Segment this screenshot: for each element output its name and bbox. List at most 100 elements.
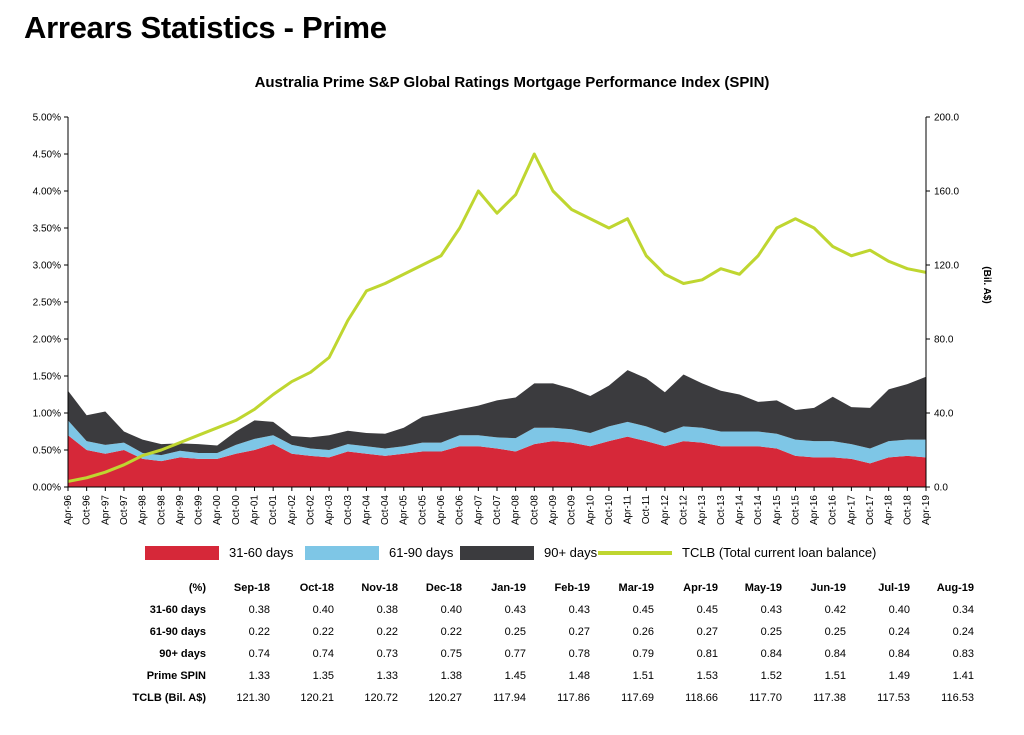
table-cell: 0.40 <box>888 604 910 616</box>
area-90-days <box>68 370 926 456</box>
table-row: 90+ days 0.74 0.74 0.73 0.75 0.77 0.78 0… <box>130 643 974 665</box>
table-cell: 0.24 <box>952 626 974 638</box>
table-cell: 0.38 <box>248 604 270 616</box>
table-row-label: Prime SPIN <box>146 670 206 682</box>
x-tick-label: Oct-02 <box>305 495 316 525</box>
table-cell: 1.35 <box>312 670 334 682</box>
table-col-header: Jul-19 <box>878 582 910 594</box>
y-right-tick-label: 200.0 <box>934 113 959 124</box>
legend-label: 90+ days <box>544 545 598 560</box>
table-cell: 0.74 <box>312 648 334 660</box>
x-tick-label: Oct-05 <box>417 495 428 525</box>
table-cell: 117.94 <box>493 692 526 704</box>
legend-label: TCLB (Total current loan balance) <box>682 545 877 560</box>
table-col-header: Aug-19 <box>936 582 974 594</box>
x-tick-label: Oct-08 <box>529 495 540 525</box>
table-row: TCLB (Bil. A$) 121.30 120.21 120.72 120.… <box>130 687 974 709</box>
table-cell: 0.79 <box>632 648 654 660</box>
table-col-header: Nov-18 <box>361 582 398 594</box>
table-row: 61-90 days 0.22 0.22 0.22 0.22 0.25 0.27… <box>130 621 974 643</box>
table-cell: 0.38 <box>376 604 398 616</box>
table-header-row: (%) Sep-18 Oct-18 Nov-18 Dec-18 Jan-19 F… <box>130 577 974 599</box>
legend-item-tclb: TCLB (Total current loan balance) <box>598 545 876 560</box>
table-cell: 0.27 <box>568 626 590 638</box>
table-row-label: TCLB (Bil. A$) <box>132 692 206 704</box>
table-cell: 1.33 <box>376 670 398 682</box>
table-cell: 0.22 <box>248 626 270 638</box>
x-tick-label: Apr-10 <box>585 495 596 525</box>
table-col-header: May-19 <box>744 582 782 594</box>
x-tick-label: Apr-97 <box>100 495 111 525</box>
x-tick-label: Apr-02 <box>287 495 298 525</box>
x-tick-label: Oct-13 <box>716 495 727 525</box>
table-cell: 0.25 <box>504 626 526 638</box>
table-cell: 120.27 <box>428 692 462 704</box>
chart-title: Australia Prime S&P Global Ratings Mortg… <box>254 74 770 91</box>
table-cell: 1.45 <box>504 670 526 682</box>
x-tick-label: Apr-03 <box>324 495 335 525</box>
table-row-label: 31-60 days <box>149 604 206 616</box>
x-tick-label: Apr-98 <box>138 495 149 525</box>
y-right-tick-label: 160.0 <box>934 187 959 198</box>
table-corner: (%) <box>188 582 206 594</box>
table-cell: 117.69 <box>621 692 654 704</box>
x-tick-label: Apr-01 <box>250 495 261 525</box>
table-cell: 0.26 <box>632 626 654 638</box>
legend-swatch-90-plus <box>460 545 534 560</box>
table-cell: 0.83 <box>952 648 974 660</box>
x-tick-label: Oct-14 <box>753 495 764 525</box>
table-cell: 0.84 <box>888 648 910 660</box>
table-cell: 0.78 <box>568 648 590 660</box>
x-tick-label: Apr-14 <box>734 495 745 525</box>
legend-swatch-31-60 <box>145 545 219 560</box>
table-cell: 116.53 <box>941 692 974 704</box>
x-tick-label: Apr-11 <box>623 495 634 525</box>
table-cell: 0.43 <box>760 604 782 616</box>
table-cell: 0.45 <box>632 604 654 616</box>
table-cell: 0.43 <box>568 604 590 616</box>
table-cell: 0.22 <box>376 626 398 638</box>
table-cell: 0.84 <box>824 648 846 660</box>
table-cell: 1.51 <box>632 670 654 682</box>
x-tick-label: Apr-05 <box>399 495 410 525</box>
table-row-label: 61-90 days <box>149 626 206 638</box>
x-tick-label: Oct-10 <box>604 495 615 525</box>
table-cell: 0.84 <box>760 648 782 660</box>
table-cell: 120.72 <box>364 692 398 704</box>
table-cell: 118.66 <box>685 692 718 704</box>
x-tick-label: Oct-98 <box>156 495 167 525</box>
x-tick-label: Apr-04 <box>361 495 372 525</box>
x-tick-label: Apr-12 <box>660 495 671 525</box>
area-61-90-days <box>68 420 926 464</box>
y-left-tick-label: 4.50% <box>33 150 61 161</box>
x-tick-label: Oct-97 <box>119 495 130 525</box>
legend-swatch-tclb <box>598 550 672 555</box>
x-tick-label: Oct-09 <box>567 495 578 525</box>
table-cell: 117.86 <box>557 692 590 704</box>
x-tick-label: Oct-00 <box>231 495 242 525</box>
table-col-header: Jun-19 <box>810 582 846 594</box>
x-tick-label: Oct-04 <box>380 495 391 525</box>
table-cell: 120.21 <box>300 692 334 704</box>
legend-label: 31-60 days <box>229 545 294 560</box>
x-tick-label: Apr-96 <box>63 495 74 525</box>
y-left-tick-label: 1.00% <box>33 409 61 420</box>
table-cell: 0.27 <box>696 626 718 638</box>
x-tick-label: Apr-16 <box>809 495 820 525</box>
y-right-tick-label: 0.0 <box>934 483 948 494</box>
table-col-header: Feb-19 <box>554 582 590 594</box>
x-tick-label: Oct-11 <box>641 495 652 525</box>
table-col-header: Apr-19 <box>683 582 718 594</box>
table-cell: 0.34 <box>952 604 974 616</box>
x-tick-label: Oct-99 <box>194 495 205 525</box>
y-left-tick-label: 4.00% <box>33 187 61 198</box>
x-tick-label: Oct-07 <box>492 495 503 525</box>
table-row: Prime SPIN 1.33 1.35 1.33 1.38 1.45 1.48… <box>130 665 974 687</box>
legend-swatch-61-90 <box>305 545 379 560</box>
table-cell: 0.43 <box>504 604 526 616</box>
legend-label: 61-90 days <box>389 545 454 560</box>
table-cell: 117.70 <box>749 692 782 704</box>
x-tick-label: Apr-06 <box>436 495 447 525</box>
x-tick-label: Apr-18 <box>884 495 895 525</box>
table-cell: 0.73 <box>376 648 398 660</box>
